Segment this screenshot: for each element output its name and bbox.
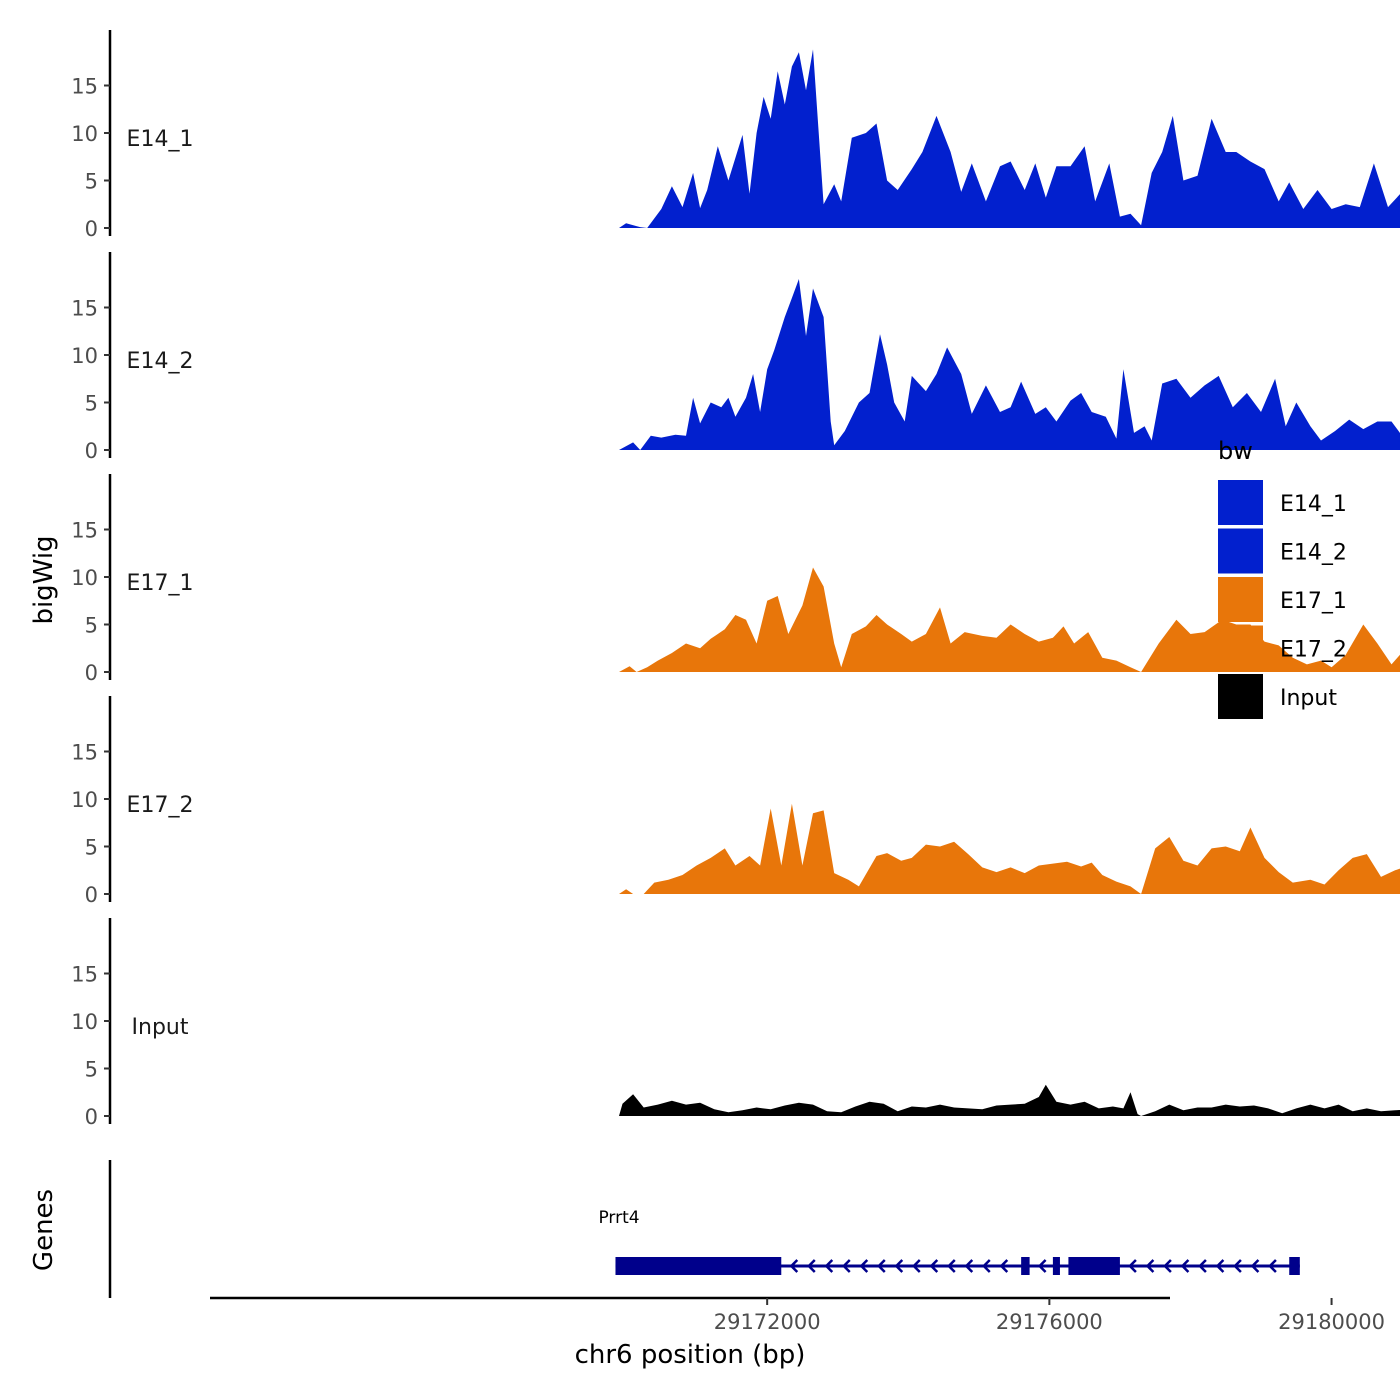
legend-swatch-Input (1218, 674, 1263, 719)
gene-track: Prrt4 (108, 1160, 1300, 1298)
strand-arrow (1163, 1259, 1172, 1273)
y-tick-label: 15 (71, 741, 98, 765)
x-tick-label: 29172000 (714, 1310, 821, 1334)
strand-arrow (1037, 1259, 1047, 1273)
strand-arrow (999, 1259, 1009, 1273)
strand-arrow (947, 1259, 956, 1273)
legend-label: E14_1 (1280, 492, 1347, 517)
strand-arrow (912, 1259, 921, 1273)
legend-label: E14_2 (1280, 541, 1347, 566)
strand-arrow (982, 1259, 991, 1273)
gene-exon (1052, 1257, 1060, 1275)
strand-arrow (1180, 1259, 1190, 1273)
series-area-E14_1 (619, 49, 1400, 228)
track-label: E17_1 (127, 571, 194, 596)
legend-label: Input (1280, 686, 1337, 711)
y-tick-label: 0 (85, 439, 98, 463)
track-E14_1: 0 5 10 15 E14_1 (71, 30, 1400, 241)
legend: bw E14_1 E14_2 E17_1 E17_2 Input (1218, 437, 1347, 719)
y-tick-label: 10 (71, 566, 98, 590)
strand-arrow (859, 1259, 869, 1273)
y-axis-label: bigWig (29, 535, 59, 624)
track-Input: 0 5 10 15 Input (71, 918, 1400, 1129)
strand-arrow (929, 1259, 939, 1273)
strand-arrow (1268, 1259, 1277, 1273)
track-E17_1: 0 5 10 15 E17_1 (71, 474, 1400, 685)
strand-arrow (1250, 1259, 1260, 1273)
y-tick-label: 0 (85, 661, 98, 685)
track-label: E17_2 (127, 793, 194, 818)
y-tick-label: 0 (85, 217, 98, 241)
series-area-E17_1 (619, 567, 1400, 672)
track-label: E14_1 (127, 127, 194, 152)
y-tick-label: 10 (71, 122, 98, 146)
genes-axis-label: Genes (29, 1189, 59, 1271)
y-tick-label: 15 (71, 75, 98, 99)
bigwig-tracks: 0 5 10 15 E14_1 0 5 10 15 E14_2 0 5 10 15 E17_1 0 5 10 15 E… (71, 30, 1400, 1129)
gene-exon (1021, 1257, 1030, 1275)
strand-arrow (824, 1259, 834, 1273)
y-tick-label: 15 (71, 963, 98, 987)
gene-exon (1289, 1257, 1300, 1275)
series-area-E17_2 (619, 803, 1400, 894)
strand-arrow (894, 1259, 904, 1273)
x-axis: 29172000 29176000 29180000 (210, 1296, 1385, 1334)
y-tick-label: 10 (71, 1010, 98, 1034)
y-tick-label: 15 (71, 519, 98, 543)
track-E14_2: 0 5 10 15 E14_2 (71, 252, 1400, 463)
strand-arrow (789, 1259, 799, 1273)
track-label: Input (132, 1015, 189, 1040)
y-tick-label: 10 (71, 344, 98, 368)
strand-arrow (877, 1259, 886, 1273)
y-tick-label: 5 (85, 614, 98, 638)
y-tick-label: 5 (85, 170, 98, 194)
strand-arrow (842, 1259, 851, 1273)
strand-arrow (1198, 1259, 1207, 1273)
strand-arrow (964, 1259, 974, 1273)
strand-arrow (1215, 1259, 1225, 1273)
strand-arrow (807, 1259, 816, 1273)
legend-title: bw (1218, 437, 1253, 465)
x-axis-label: chr6 position (bp) (575, 1340, 806, 1370)
y-tick-label: 0 (85, 1105, 98, 1129)
y-tick-label: 10 (71, 788, 98, 812)
legend-swatch-E14_1 (1218, 480, 1263, 525)
track-label: E14_2 (127, 349, 194, 374)
y-tick-label: 5 (85, 392, 98, 416)
series-area-Input (619, 1084, 1400, 1116)
legend-swatch-E17_1 (1218, 577, 1263, 622)
series-area-E14_2 (619, 279, 1400, 450)
legend-label: E17_1 (1280, 589, 1347, 614)
y-tick-label: 0 (85, 883, 98, 907)
legend-swatch-E17_2 (1218, 625, 1263, 671)
x-tick-label: 29180000 (1278, 1310, 1385, 1334)
y-tick-label: 15 (71, 297, 98, 321)
track-E17_2: 0 5 10 15 E17_2 (71, 696, 1400, 907)
strand-arrow (1145, 1259, 1155, 1273)
legend-label: E17_2 (1280, 638, 1347, 663)
gene-name-label: Prrt4 (598, 1208, 639, 1228)
gene-exon (615, 1257, 782, 1275)
legend-swatch-E14_2 (1218, 528, 1263, 574)
y-tick-label: 5 (85, 1058, 98, 1082)
x-tick-label: 29176000 (996, 1310, 1103, 1334)
gene-exon (1068, 1257, 1120, 1275)
strand-arrow (1128, 1259, 1137, 1273)
strand-arrow (1233, 1259, 1242, 1273)
y-tick-label: 5 (85, 836, 98, 860)
